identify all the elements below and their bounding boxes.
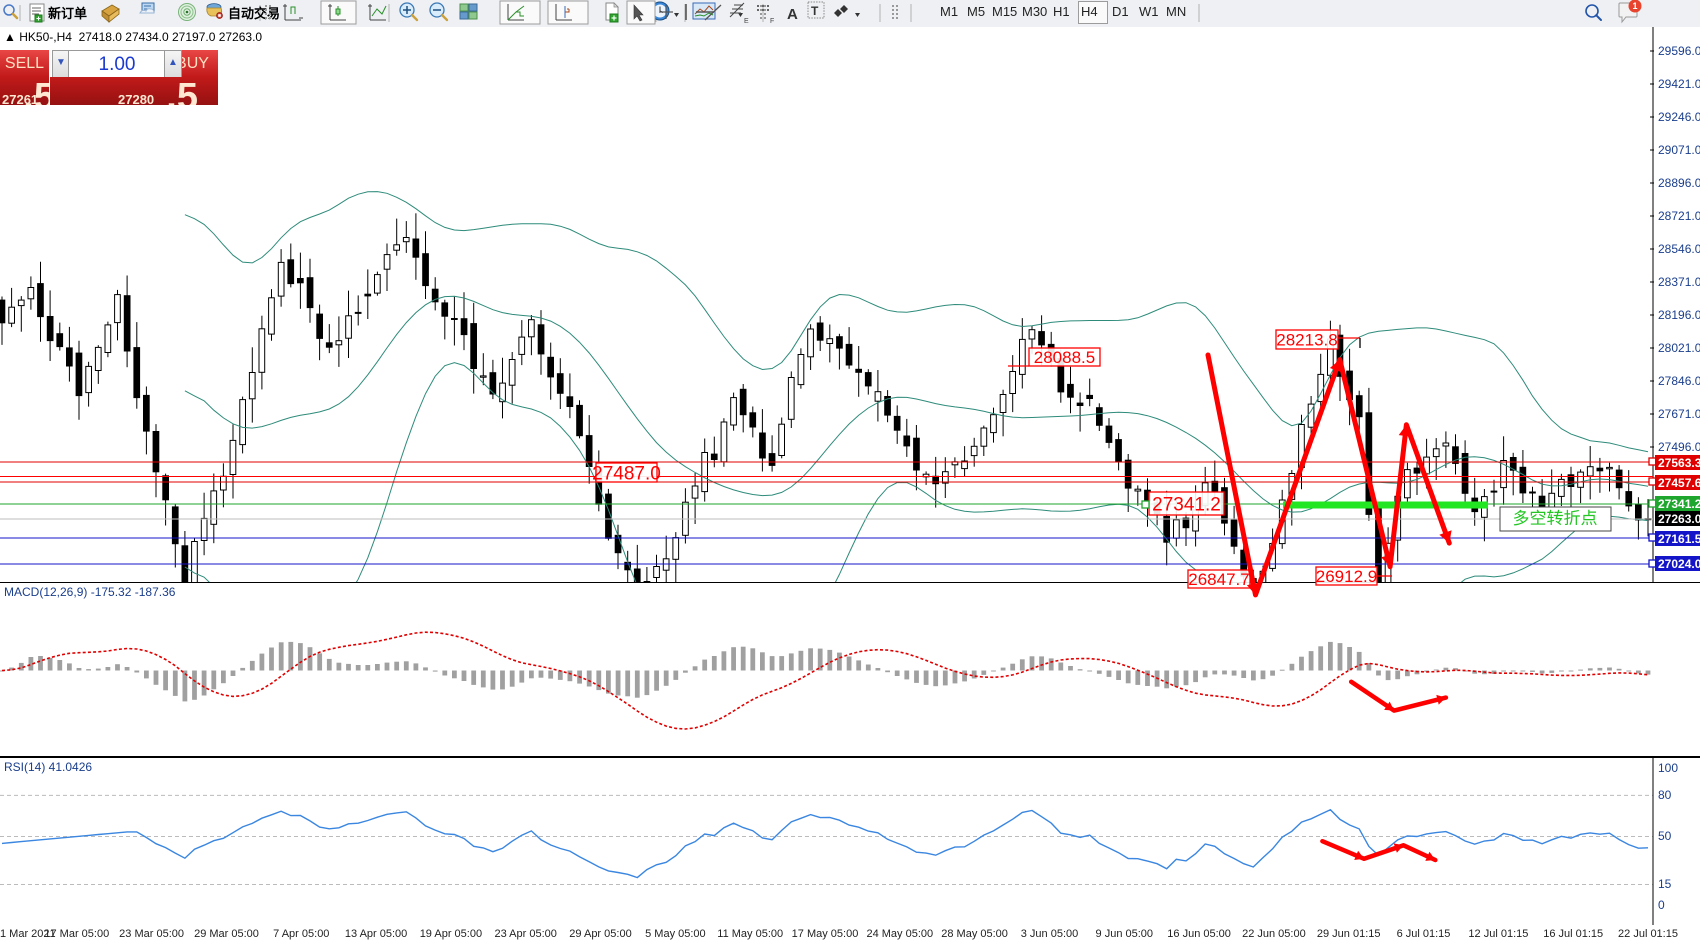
- svg-text:0: 0: [1658, 898, 1665, 912]
- svg-text:50: 50: [1658, 829, 1672, 843]
- svg-text:自动交易: 自动交易: [228, 6, 280, 21]
- svg-text:F: F: [770, 18, 774, 25]
- svg-text:80: 80: [1658, 788, 1672, 802]
- svg-text:E: E: [744, 18, 749, 25]
- svg-text:15: 15: [1658, 877, 1672, 891]
- svg-text:新订单: 新订单: [48, 6, 87, 21]
- svg-text:100: 100: [1658, 761, 1678, 775]
- svg-text:A: A: [787, 6, 798, 23]
- svg-text:1: 1: [1632, 1, 1637, 11]
- svg-text:T: T: [811, 4, 819, 18]
